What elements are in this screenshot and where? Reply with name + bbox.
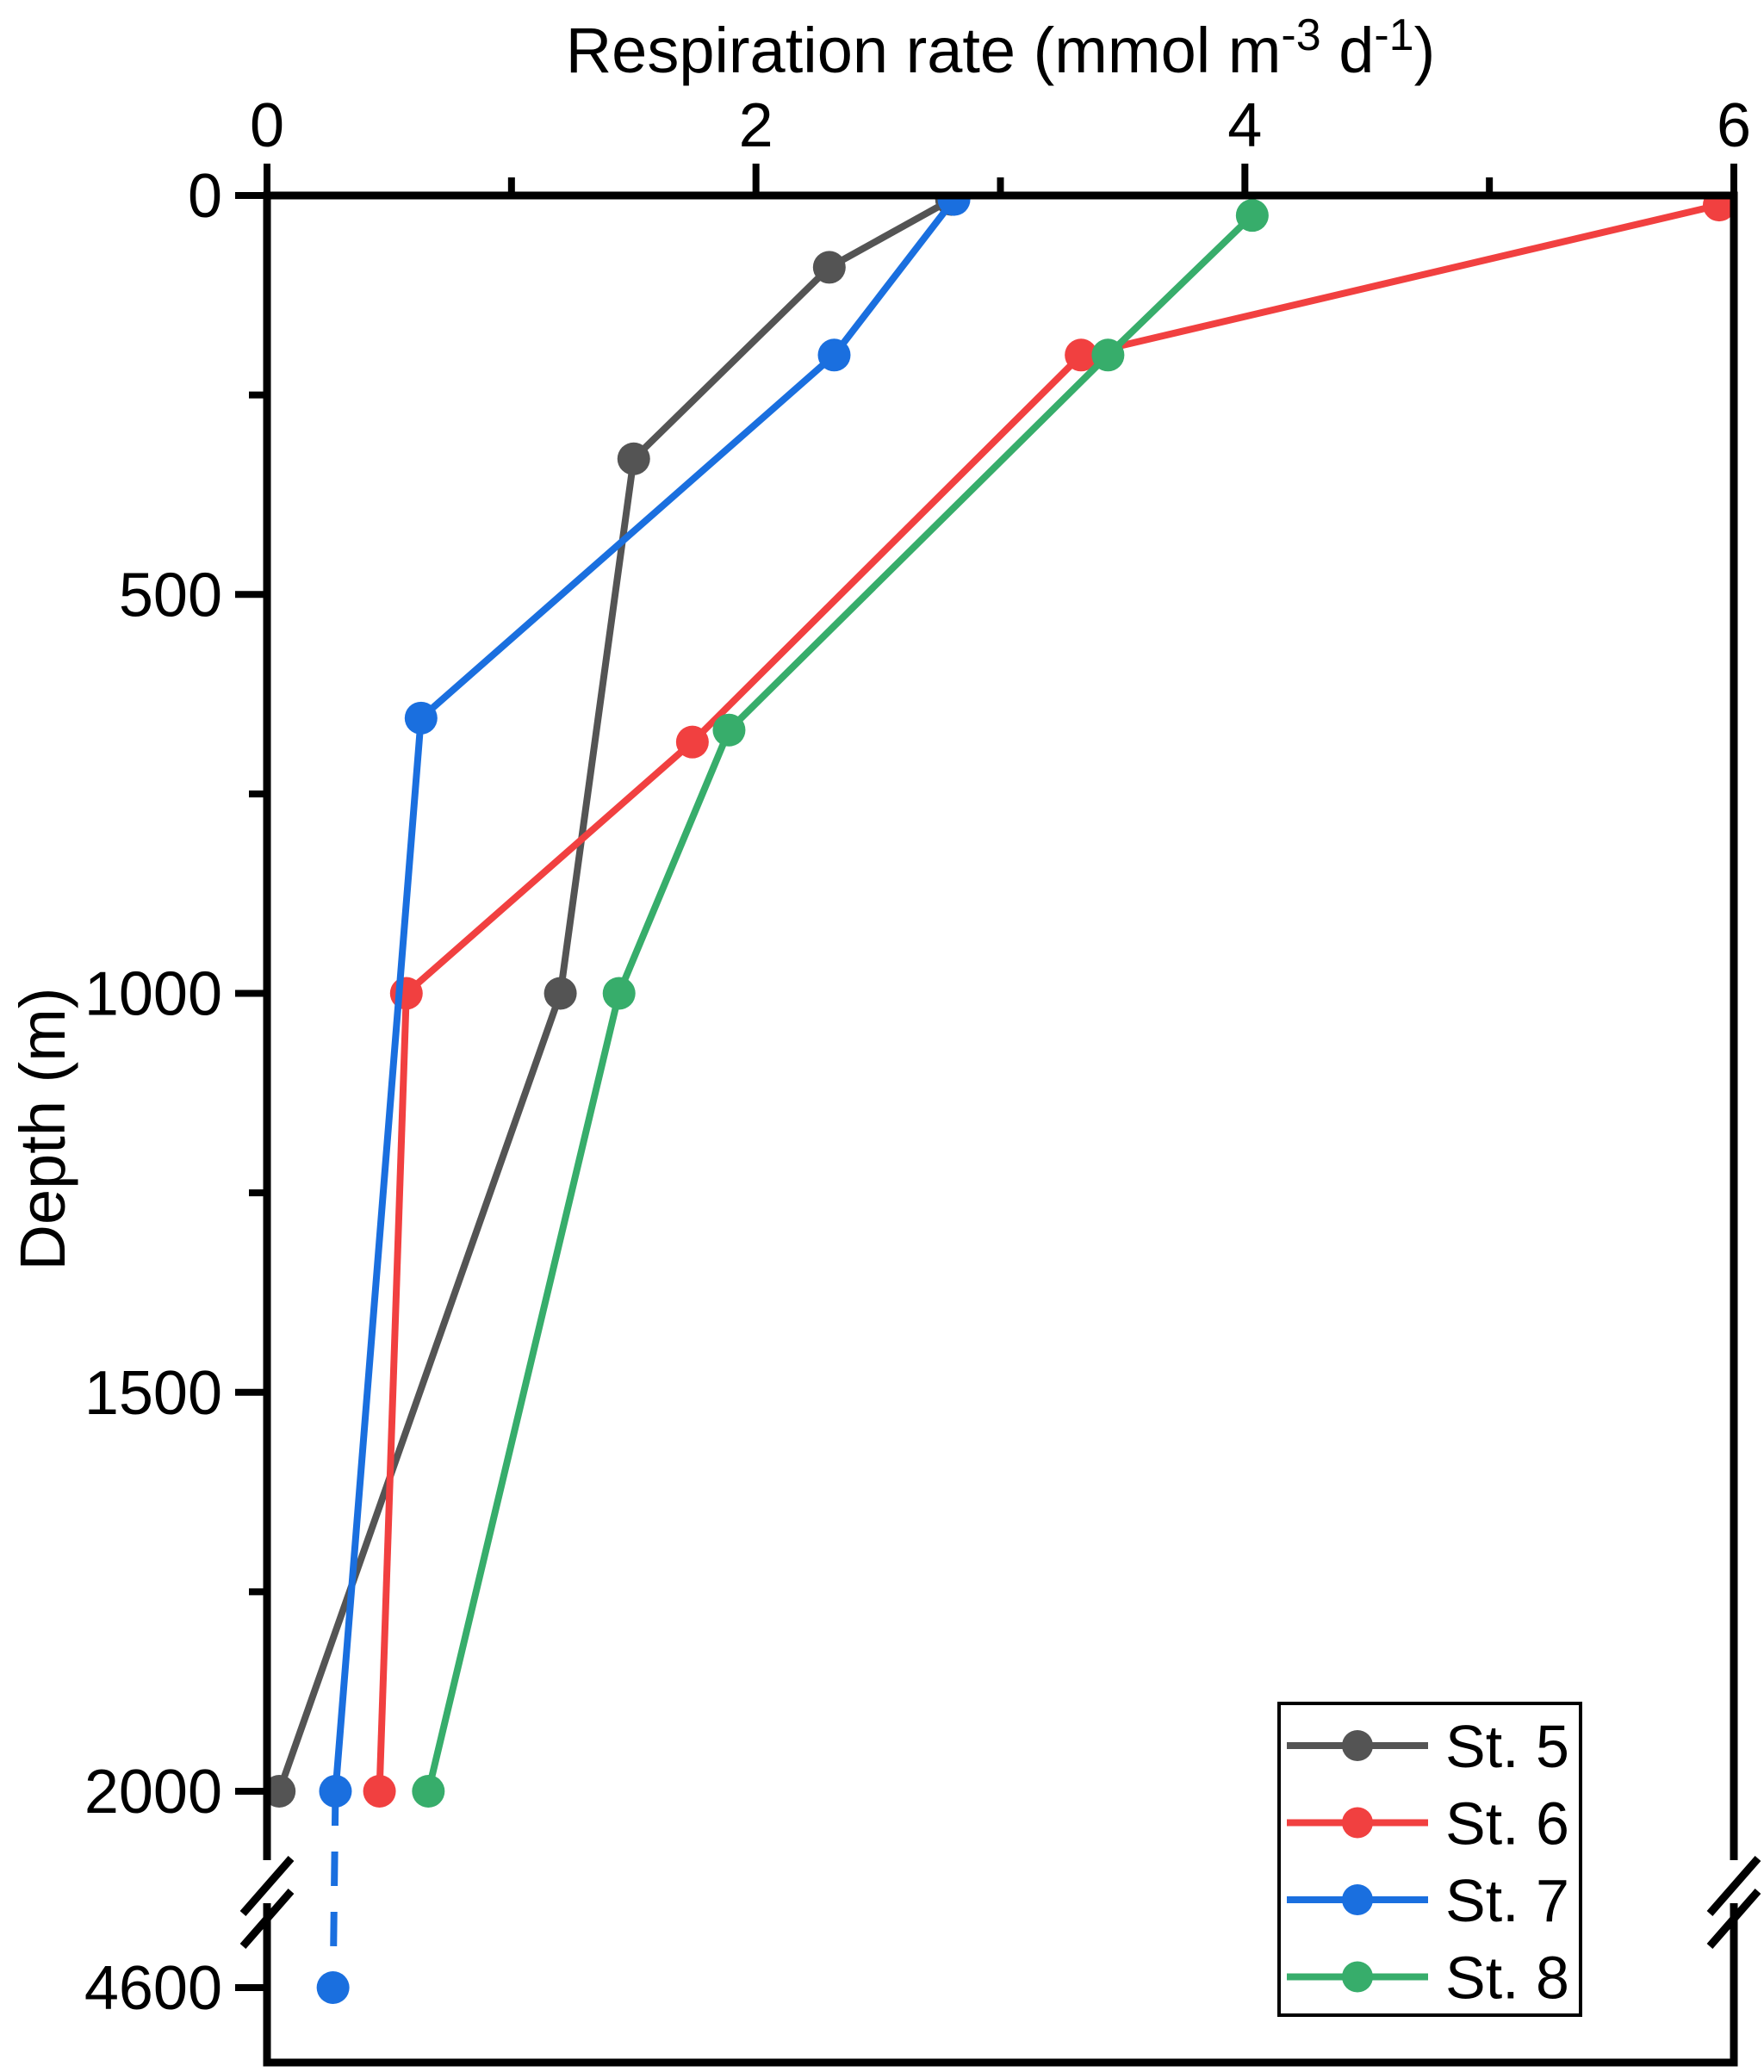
legend-label: St. 5	[1445, 1713, 1569, 1780]
data-point-marker	[712, 713, 746, 747]
legend-label: St. 7	[1445, 1867, 1569, 1934]
y-tick-label: 1500	[84, 1359, 222, 1428]
series-st-6	[363, 195, 1734, 1808]
axis-break-right-icon	[1706, 1856, 1761, 1949]
data-point-marker	[817, 338, 851, 372]
series-line	[630, 264, 832, 462]
legend-label: St. 8	[1445, 1945, 1569, 2012]
series-line	[332, 717, 425, 1792]
tick-marks	[235, 164, 1737, 1991]
legend-marker-icon	[1342, 1884, 1373, 1915]
series-line	[827, 196, 953, 270]
series-line	[556, 458, 637, 995]
y-tick-label: 0	[188, 162, 222, 231]
y-tick-labels: 0 500 1000 1500 2000 4600	[84, 162, 222, 2023]
data-point-marker	[1091, 338, 1125, 372]
legend-entry-st-5: St. 5	[1287, 1713, 1569, 1780]
series-line	[404, 739, 695, 996]
data-point-marker	[412, 1775, 445, 1808]
x-tick-label: 2	[739, 91, 773, 160]
series-st-8	[412, 199, 1269, 1808]
data-point-marker	[1702, 195, 1734, 222]
series-line	[1105, 213, 1255, 358]
x-axis-title: Respiration rate (mmol m-3 d-1)	[566, 10, 1436, 86]
legend-entry-st-7: St. 7	[1287, 1867, 1569, 1934]
data-point-marker	[316, 1971, 350, 2004]
series-line	[726, 352, 1111, 733]
series-line	[425, 992, 623, 1792]
x-tick-label: 0	[250, 91, 284, 160]
legend-marker-icon	[1342, 1807, 1373, 1839]
data-point-marker	[363, 1775, 396, 1808]
data-point-marker	[319, 1775, 352, 1808]
legend-entry-st-8: St. 8	[1287, 1945, 1569, 2012]
data-point-marker	[543, 977, 577, 1010]
data-point-marker	[1235, 199, 1269, 233]
legend-marker-icon	[1342, 1961, 1373, 1993]
y-tick-label: 2000	[84, 1758, 222, 1827]
data-point-marker	[812, 251, 846, 284]
legend: St. 5 St. 6 St. 7 St. 8	[1277, 1702, 1582, 2017]
axis-break-left-icon	[239, 1856, 295, 1949]
series-line	[376, 993, 410, 1792]
data-point-marker	[1065, 338, 1098, 372]
series-layer	[267, 195, 1734, 2004]
legend-box	[1277, 1702, 1582, 2017]
y-tick-label-4600: 4600	[84, 1954, 222, 2023]
series-line	[419, 352, 837, 721]
data-point-marker	[675, 725, 709, 759]
data-point-marker	[404, 701, 438, 735]
y-axis-title: Depth (m)	[7, 988, 78, 1271]
x-tick-labels: 0 2 4 6	[250, 91, 1751, 160]
y-tick-label: 1000	[84, 960, 222, 1029]
data-point-marker	[602, 977, 636, 1010]
y-tick-label: 500	[119, 561, 222, 630]
series-line-dashed	[329, 1790, 339, 1988]
series-line	[831, 197, 957, 357]
legend-entry-st-6: St. 6	[1287, 1790, 1569, 1858]
data-point-marker	[267, 1775, 296, 1808]
x-tick-label: 6	[1717, 91, 1751, 160]
series-line	[690, 352, 1084, 745]
series-line	[276, 992, 564, 1793]
data-point-marker	[617, 442, 650, 475]
series-st-7	[316, 195, 971, 2004]
series-line	[1080, 202, 1720, 359]
x-tick-label: 4	[1227, 91, 1262, 160]
data-point-marker	[937, 195, 971, 216]
legend-marker-icon	[1342, 1730, 1373, 1761]
series-line	[616, 729, 733, 996]
legend-label: St. 6	[1445, 1790, 1569, 1858]
